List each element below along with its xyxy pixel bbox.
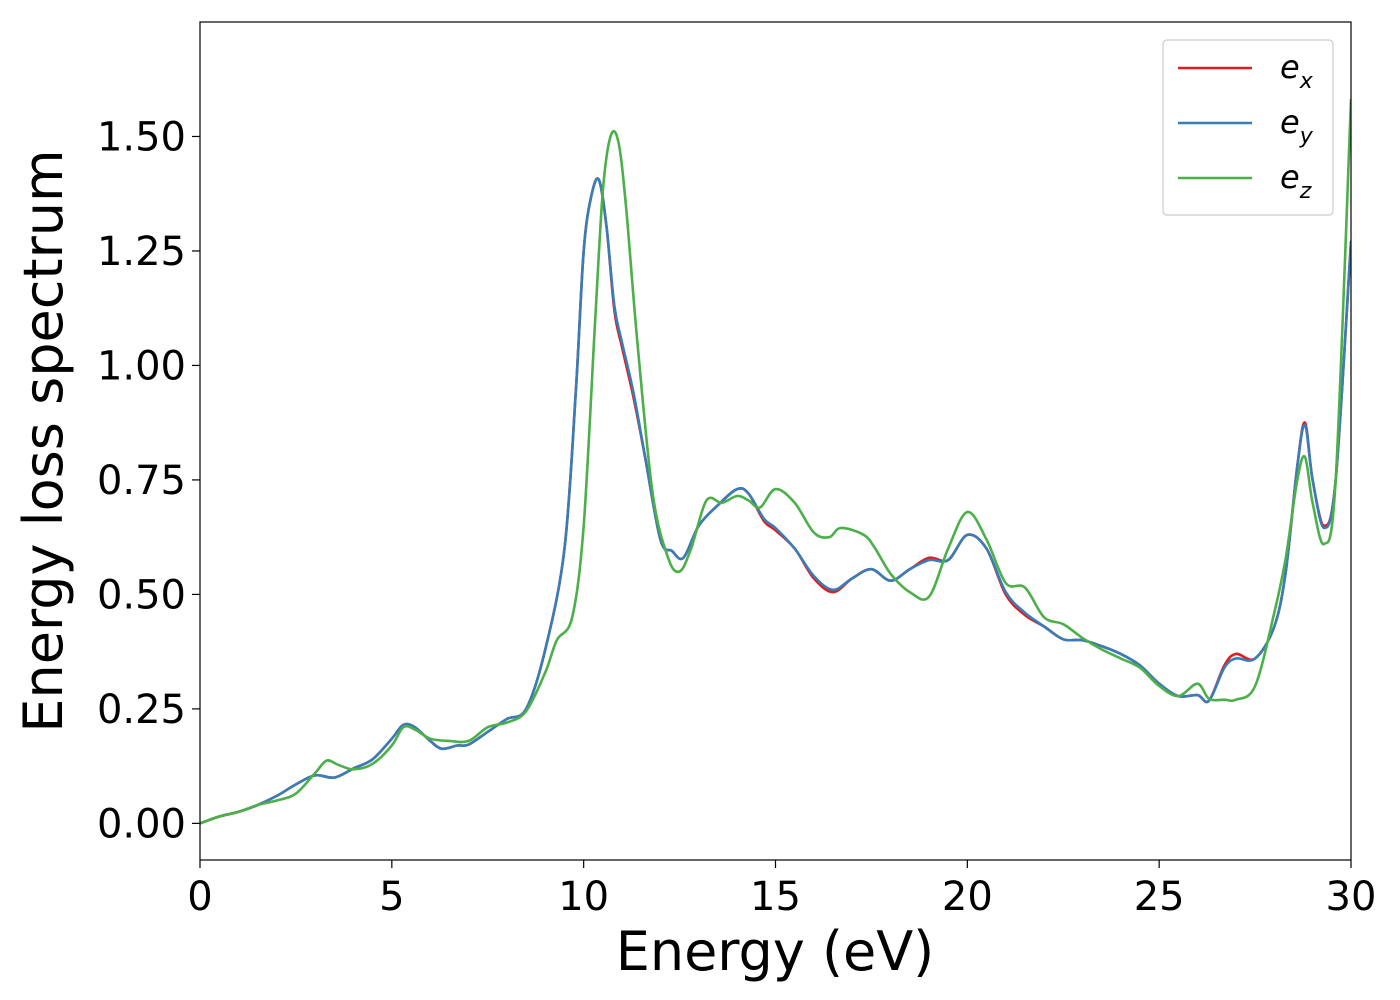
legend-label-y: ey [1280,103,1314,149]
x-tick-label: 0 [187,874,212,920]
legend: ex ey ez [1162,39,1334,216]
y-tick-label: 0.75 [97,458,186,504]
y-tick-label: 0.25 [97,687,186,733]
y-tick-label: 1.25 [97,229,186,275]
y-tick-label: 0.50 [97,572,186,618]
x-tick-label: 25 [1134,874,1185,920]
legend-box [1162,39,1334,216]
x-tick-label: 30 [1326,874,1377,920]
series-line-z [200,98,1351,825]
x-axis-label: Energy (eV) [616,920,935,983]
x-tick-label: 15 [750,874,801,920]
y-tick-label: 1.50 [97,114,186,160]
x-tick-label: 5 [379,874,404,920]
legend-label-z: ez [1280,158,1312,204]
x-tick-label: 10 [558,874,609,920]
x-axis: 0 5 10 15 20 25 30 [187,860,1376,920]
y-axis: 0.00 0.25 0.50 0.75 1.00 1.25 1.50 [97,114,200,847]
y-tick-label: 1.00 [97,343,186,389]
y-tick-label: 0.00 [97,801,186,847]
legend-label-x: ex [1280,48,1314,94]
series-lines [200,98,1351,825]
x-tick-label: 20 [942,874,993,920]
y-axis-label: Energy loss spectrum [12,149,75,732]
